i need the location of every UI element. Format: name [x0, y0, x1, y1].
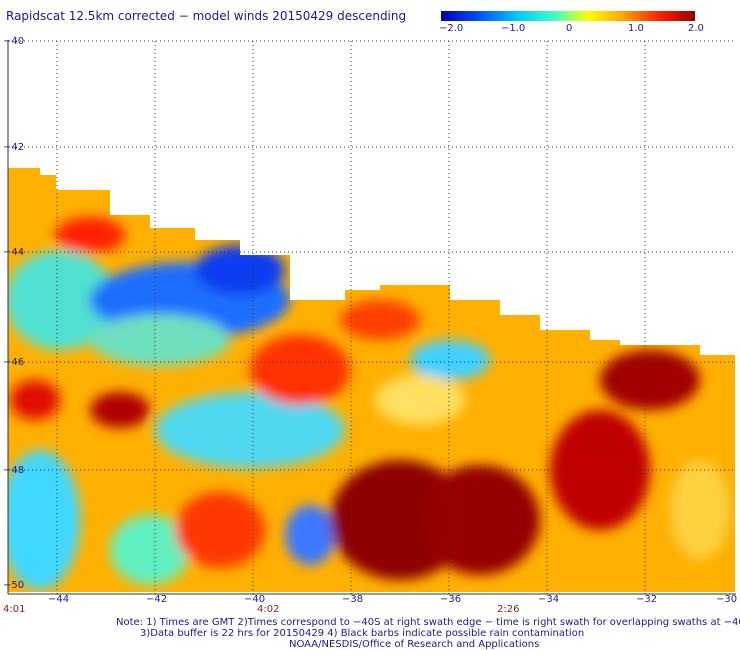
longitude-label: −34	[538, 594, 560, 605]
colorbar-tick-label: −2.0	[439, 23, 464, 34]
latitude-label: −40	[3, 36, 25, 47]
swath-time-label: 4:01	[3, 604, 26, 615]
map-title: Rapidscat 12.5km corrected − model winds…	[6, 9, 407, 23]
swath-time-label: 4:02	[257, 604, 280, 615]
longitude-label: −36	[440, 594, 462, 605]
colorbar-tick-label: 1.0	[628, 23, 644, 34]
colorbar-tick-label: −1.0	[501, 23, 526, 34]
longitude-label: −42	[146, 594, 168, 605]
latitude-label: −44	[3, 247, 25, 258]
longitude-label: −40	[244, 594, 266, 605]
footnote-line: 3)Data buffer is 22 hrs for 20150429 4) …	[140, 628, 585, 639]
swath-field	[8, 168, 735, 592]
longitude-label: −38	[342, 594, 364, 605]
footnote-credit: NOAA/NESDIS/Office of Research and Appli…	[289, 639, 540, 650]
swath-time-label: 2:26	[497, 604, 520, 615]
colorbar-tick-label: 2.0	[688, 23, 704, 34]
latitude-label: −50	[3, 580, 25, 591]
latitude-label: −48	[3, 465, 25, 476]
longitude-label: −44	[48, 594, 70, 605]
colorbar	[441, 11, 695, 21]
footnote-line: Note: 1) Times are GMT 2)Times correspon…	[116, 617, 740, 628]
longitude-label: −30	[716, 594, 738, 605]
latitude-label: −42	[3, 142, 25, 153]
latitude-label: −46	[3, 357, 25, 368]
graticule	[8, 40, 736, 594]
map-frame	[7, 40, 736, 595]
longitude-label: −32	[636, 594, 658, 605]
colorbar-tick-label: 0	[566, 23, 573, 34]
